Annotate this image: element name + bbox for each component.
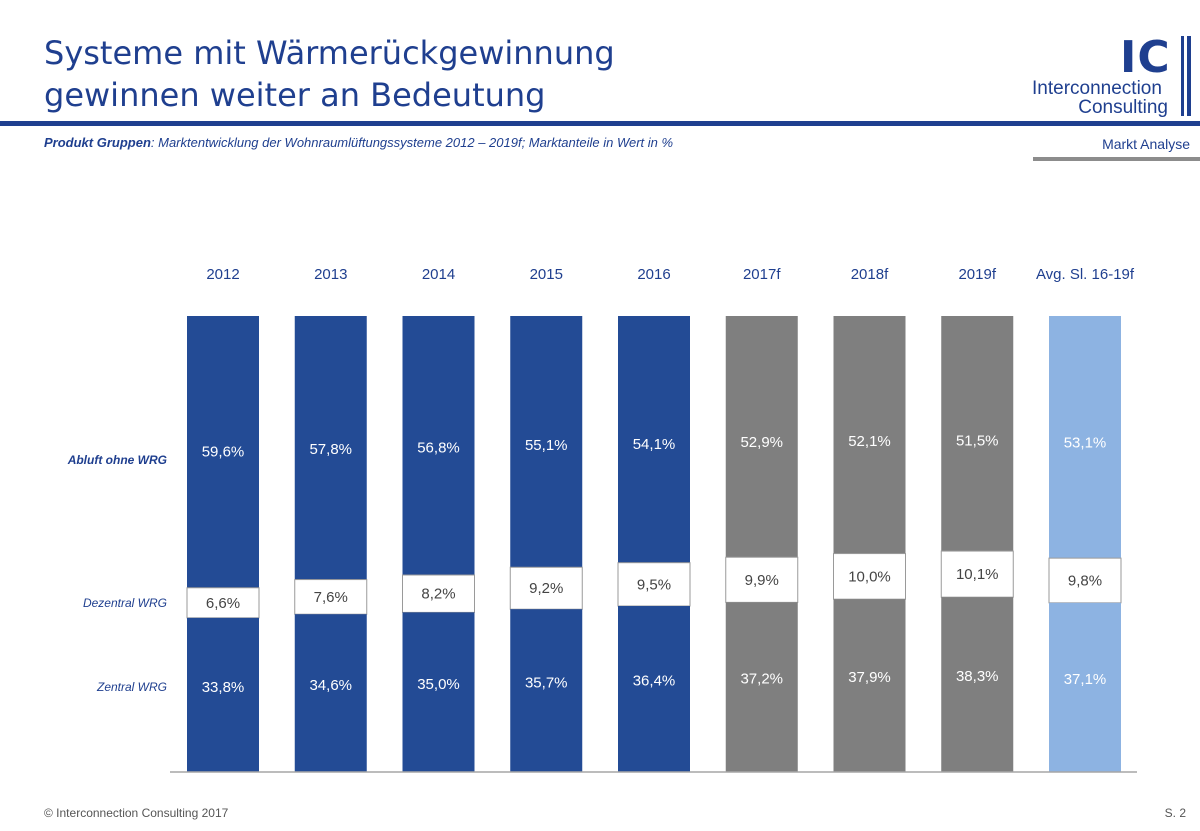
data-label-zentral: 36,4% <box>633 673 676 690</box>
category-label: 2019f <box>958 266 996 283</box>
bar-segment-dezentral <box>402 574 475 613</box>
data-label-zentral: 37,2% <box>740 671 783 688</box>
page-title: Systeme mit Wärmerückgewinnung gewinnen … <box>44 32 944 116</box>
data-label-zentral: 33,8% <box>202 679 245 696</box>
data-label-dezentral: 9,8% <box>1068 572 1102 589</box>
data-label-abluft: 56,8% <box>417 440 460 457</box>
bar-segment-abluft <box>618 316 690 563</box>
bar-segment-abluft <box>725 316 798 558</box>
subtitle-category: Produkt Gruppen <box>44 135 151 150</box>
data-label-abluft: 53,1% <box>1064 435 1107 452</box>
category-label: 2015 <box>530 266 563 283</box>
data-label-abluft: 55,1% <box>525 437 568 454</box>
category-label: 2012 <box>206 266 239 283</box>
legend-label-dezentral: Dezentral WRG <box>83 596 167 610</box>
bar-segment-dezentral <box>617 562 691 607</box>
subtitle-description: : Marktentwicklung der Wohnraumlüftungss… <box>150 135 674 150</box>
category-label: 2018f <box>851 266 889 283</box>
chart-subtitle: Produkt Gruppen: Marktentwicklung der Wo… <box>44 135 673 150</box>
header-divider <box>0 121 1200 126</box>
data-label-dezentral: 9,9% <box>745 572 779 589</box>
bar-segment-zentral <box>618 606 690 772</box>
bar-segment-dezentral <box>725 556 799 603</box>
logo-text-line-2: Consulting <box>1078 97 1168 118</box>
category-label: Avg. Sl. 16-19f <box>1036 266 1135 283</box>
bar-segment-abluft <box>294 316 367 580</box>
bar-segment-abluft <box>941 316 1014 552</box>
data-label-dezentral: 6,6% <box>206 595 240 612</box>
copyright-text: © Interconnection Consulting 2017 <box>44 806 229 820</box>
data-label-dezentral: 9,2% <box>529 580 563 597</box>
data-label-zentral: 37,9% <box>848 669 891 686</box>
data-label-abluft: 54,1% <box>633 436 676 453</box>
section-underline <box>1033 157 1200 161</box>
bar-segment-dezentral <box>186 587 260 619</box>
logo-bar-thin <box>1181 36 1184 116</box>
category-label: 2017f <box>743 266 781 283</box>
bar-segment-zentral <box>1049 602 1121 772</box>
category-label: 2014 <box>422 266 455 283</box>
data-label-dezentral: 9,5% <box>637 576 671 593</box>
data-label-abluft: 59,6% <box>202 443 245 460</box>
legend-label-abluft: Abluft ohne WRG <box>67 453 167 467</box>
data-label-dezentral: 7,6% <box>314 589 348 606</box>
bar-segment-abluft <box>833 316 906 554</box>
data-label-dezentral: 8,2% <box>421 586 455 603</box>
category-label: 2016 <box>637 266 670 283</box>
data-label-dezentral: 10,1% <box>956 566 999 583</box>
data-label-zentral: 35,0% <box>417 676 460 693</box>
title-line-2: gewinnen weiter an Bedeutung <box>44 76 546 114</box>
data-label-abluft: 57,8% <box>309 441 352 458</box>
category-label: 2013 <box>314 266 347 283</box>
logo-mark: IC <box>1120 32 1171 83</box>
bar-segment-zentral <box>294 614 367 772</box>
section-label: Markt Analyse <box>1102 136 1190 152</box>
logo-bar-thick <box>1187 36 1191 116</box>
bar-segment-abluft <box>510 316 583 568</box>
data-label-abluft: 51,5% <box>956 432 999 449</box>
bar-segment-dezentral <box>833 553 906 600</box>
bar-segment-zentral <box>725 602 798 772</box>
company-logo: IC Interconnection Consulting <box>1032 36 1198 122</box>
logo-text-line-1: Interconnection <box>1032 78 1162 99</box>
bar-segment-dezentral <box>940 550 1014 598</box>
bar-segment-abluft <box>187 316 259 588</box>
bar-segment-dezentral <box>294 579 368 615</box>
bar-segment-abluft <box>402 316 475 576</box>
title-line-1: Systeme mit Wärmerückgewinnung <box>44 34 615 72</box>
bar-segment-zentral <box>187 617 259 772</box>
bar-segment-zentral <box>402 612 475 772</box>
bar-segment-zentral <box>510 609 583 772</box>
data-label-zentral: 34,6% <box>309 677 352 694</box>
data-label-abluft: 52,1% <box>848 433 891 450</box>
bar-segment-abluft <box>1049 316 1121 559</box>
data-label-zentral: 35,7% <box>525 674 568 691</box>
bar-segment-zentral <box>941 597 1014 772</box>
legend-label-zentral: Zentral WRG <box>96 680 167 694</box>
data-label-zentral: 37,1% <box>1064 671 1107 688</box>
data-label-dezentral: 10,0% <box>848 568 891 585</box>
page-number: S. 2 <box>1164 806 1186 820</box>
data-label-zentral: 38,3% <box>956 668 999 685</box>
bar-segment-dezentral <box>509 566 583 610</box>
data-label-abluft: 52,9% <box>740 434 783 451</box>
bar-segment-zentral <box>833 599 906 772</box>
